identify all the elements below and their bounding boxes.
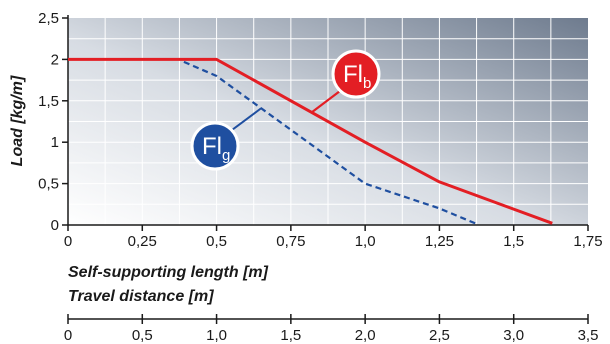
y-tick-label: 0 bbox=[51, 217, 59, 234]
x-tick-label: 1,25 bbox=[425, 233, 454, 250]
axes: 0 0,5 1 1,5 2 2,5 0 0,25 0,5 0,75 1,0 1,25 1,5 1,75 0 0… bbox=[38, 10, 602, 344]
x2-tick-label: 1,0 bbox=[206, 327, 227, 344]
badge-flb-sub: b bbox=[363, 75, 371, 92]
badge-flg-sub: g bbox=[222, 147, 230, 164]
x-tick-label: 0,75 bbox=[276, 233, 305, 250]
y-axis-title: Load [kg/m] bbox=[9, 75, 26, 166]
y-tick-label: 1,5 bbox=[38, 93, 59, 110]
x-tick-label: 0 bbox=[64, 233, 72, 250]
badge-flg: Flg bbox=[190, 121, 240, 171]
x-tick-label: 1,0 bbox=[355, 233, 376, 250]
badge-flb: Flb bbox=[331, 49, 381, 99]
badge-flg-leader bbox=[231, 107, 262, 131]
x-tick-label: 0,5 bbox=[206, 233, 227, 250]
svg-text:Flg: Flg bbox=[202, 133, 230, 164]
x2-tick-label: 2,0 bbox=[355, 327, 376, 344]
svg-text:Flb: Flb bbox=[343, 61, 371, 92]
x-tick-label: 0,25 bbox=[128, 233, 157, 250]
x2-axis-title: Travel distance [m] bbox=[68, 288, 214, 305]
y-tick-label: 0,5 bbox=[38, 176, 59, 193]
x2-tick-label: 3,0 bbox=[503, 327, 524, 344]
x2-tick-label: 2,5 bbox=[429, 327, 450, 344]
x2-tick-label: 3,5 bbox=[578, 327, 599, 344]
x2-tick-label: 0 bbox=[64, 327, 72, 344]
y-tick-label: 1 bbox=[51, 134, 59, 151]
y-tick-label: 2 bbox=[51, 51, 59, 68]
badge-flb-main: Fl bbox=[343, 61, 363, 88]
badge-flg-main: Fl bbox=[202, 133, 222, 160]
x2-tick-label: 1,5 bbox=[280, 327, 301, 344]
badge-flg-circle bbox=[190, 121, 240, 171]
series-layer bbox=[68, 57, 553, 225]
x-tick-label: 1,5 bbox=[503, 233, 524, 250]
series-line-1 bbox=[183, 60, 476, 225]
x2-tick-label: 0,5 bbox=[132, 327, 153, 344]
grid bbox=[68, 18, 588, 225]
x-tick-label: 1,75 bbox=[573, 233, 602, 250]
series-line-0 bbox=[68, 57, 553, 225]
x-axis-title: Self-supporting length [m] bbox=[68, 264, 269, 281]
badge-flb-circle bbox=[331, 49, 381, 99]
badge-flb-leader bbox=[310, 90, 341, 114]
y-tick-label: 2,5 bbox=[38, 10, 59, 27]
